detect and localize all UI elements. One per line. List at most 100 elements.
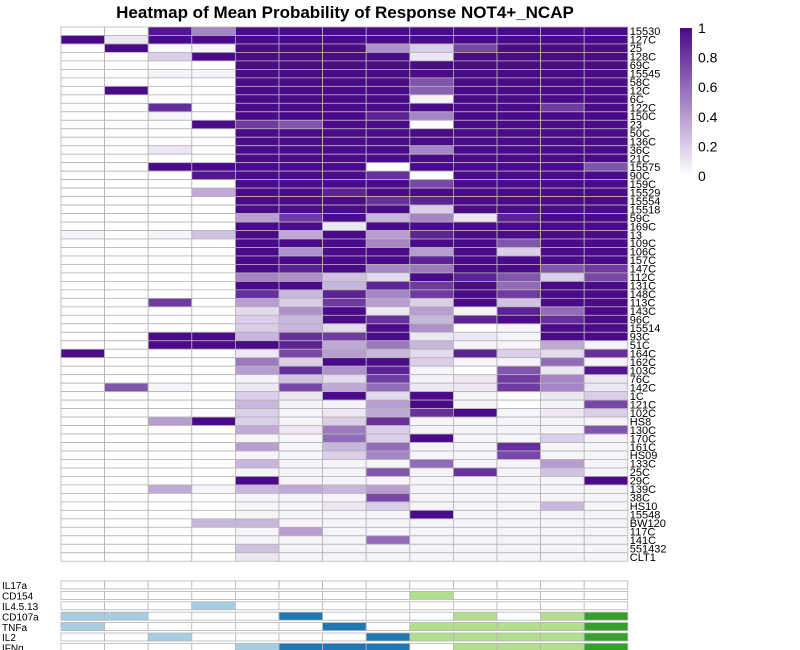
- heatmap-cell: [104, 69, 149, 79]
- heatmap-cell: [365, 196, 411, 206]
- heatmap-cell: [452, 187, 498, 197]
- heatmap-cell: [540, 450, 585, 460]
- heatmap-cell: [60, 391, 105, 401]
- heatmap-cell: [409, 416, 454, 426]
- heatmap-cell: [409, 323, 454, 333]
- heatmap-cell: [278, 204, 323, 214]
- heatmap-cell: [147, 162, 193, 172]
- heatmap-cell: [409, 501, 454, 511]
- heatmap-cell: [409, 204, 454, 214]
- heatmap-cell: [365, 204, 411, 214]
- heatmap-cell: [322, 145, 367, 155]
- heatmap-cell: [452, 162, 498, 172]
- heatmap-cell: [191, 416, 236, 426]
- function-annotation-cell: [452, 611, 498, 621]
- heatmap-cell: [452, 213, 498, 223]
- heatmap-cell: [540, 35, 585, 45]
- heatmap-cell: [191, 272, 236, 282]
- heatmap-cell: [278, 552, 323, 562]
- heatmap-cell: [365, 136, 411, 147]
- heatmap-cell: [234, 153, 280, 164]
- heatmap-cell: [234, 382, 280, 393]
- function-annotation-cell: [540, 632, 585, 642]
- heatmap-cell: [60, 459, 105, 469]
- heatmap-cell: [60, 484, 105, 494]
- heatmap-cell: [496, 391, 541, 401]
- heatmap-cell: [583, 111, 629, 121]
- function-annotation-cell: [540, 622, 585, 631]
- heatmap-cell: [409, 408, 454, 418]
- heatmap-cell: [409, 484, 454, 494]
- heatmap-cell: [191, 230, 236, 240]
- heatmap-cell: [147, 425, 193, 435]
- heatmap-cell: [60, 535, 105, 545]
- function-label: CD154: [2, 592, 34, 603]
- heatmap-cell: [60, 187, 105, 197]
- heatmap-cell: [278, 331, 323, 342]
- heatmap-cell: [365, 102, 411, 113]
- row-label: 148C: [630, 289, 656, 301]
- heatmap-cell: [278, 52, 323, 62]
- heatmap-cell: [104, 357, 149, 367]
- heatmap-cell: [60, 60, 105, 70]
- heatmap-cell: [409, 289, 454, 299]
- heatmap-cell: [147, 128, 193, 138]
- heatmap-cell: [60, 416, 105, 426]
- heatmap-cell: [540, 204, 585, 214]
- heatmap-cell: [234, 170, 280, 181]
- heatmap-cell: [60, 111, 105, 121]
- function-label: CD107a: [2, 612, 39, 623]
- heatmap-cell: [496, 484, 541, 494]
- heatmap-cell: [278, 170, 323, 181]
- heatmap-cell: [60, 501, 105, 511]
- color-scale-tick-label: 1: [698, 20, 706, 36]
- heatmap-cell: [409, 340, 454, 350]
- heatmap-cell: [365, 442, 411, 452]
- heatmap-cell: [409, 213, 454, 223]
- heatmap-cell: [104, 509, 149, 520]
- heatmap-cell: [452, 119, 498, 130]
- heatmap-cell: [322, 382, 367, 393]
- heatmap-cell: [278, 391, 323, 401]
- heatmap-cell: [452, 535, 498, 545]
- row-label: 150C: [630, 111, 656, 123]
- heatmap-cell: [540, 230, 585, 240]
- heatmap-cell: [147, 476, 193, 486]
- heatmap-cell: [365, 535, 411, 545]
- heatmap-cell: [365, 416, 411, 426]
- heatmap-cell: [147, 204, 193, 214]
- heatmap-cell: [496, 450, 541, 460]
- heatmap-cell: [147, 408, 193, 418]
- function-annotation-cell: [104, 611, 149, 621]
- heatmap-cell: [365, 509, 411, 520]
- function-annotation-cell: [583, 643, 629, 650]
- heatmap-cell: [234, 43, 280, 53]
- heatmap-cell: [191, 501, 236, 511]
- heatmap-cell: [60, 128, 105, 138]
- heatmap-cell: [322, 204, 367, 214]
- heatmap-cell: [278, 85, 323, 96]
- heatmap-cell: [452, 314, 498, 325]
- heatmap-cell: [409, 552, 454, 562]
- heatmap-cell: [104, 280, 149, 291]
- heatmap-cell: [583, 476, 629, 486]
- heatmap-cell: [365, 365, 411, 376]
- heatmap-cell: [104, 153, 149, 164]
- row-label: 133C: [630, 459, 656, 471]
- heatmap-cell: [540, 128, 585, 138]
- heatmap-cell: [234, 297, 280, 308]
- heatmap-cell: [409, 43, 454, 53]
- heatmap-cell: [365, 552, 411, 562]
- heatmap-cell: [365, 340, 411, 350]
- heatmap-cell: [278, 340, 323, 350]
- function-label: IL4.5.13: [2, 602, 39, 613]
- row-label: 141C: [630, 535, 656, 547]
- heatmap-cell: [452, 145, 498, 155]
- function-annotation-cell: [452, 632, 498, 642]
- heatmap-cell: [278, 230, 323, 240]
- heatmap-cell: [322, 272, 367, 282]
- heatmap-cell: [409, 543, 454, 554]
- heatmap-cell: [365, 213, 411, 223]
- heatmap-cell: [60, 170, 105, 181]
- heatmap-cell: [191, 247, 236, 257]
